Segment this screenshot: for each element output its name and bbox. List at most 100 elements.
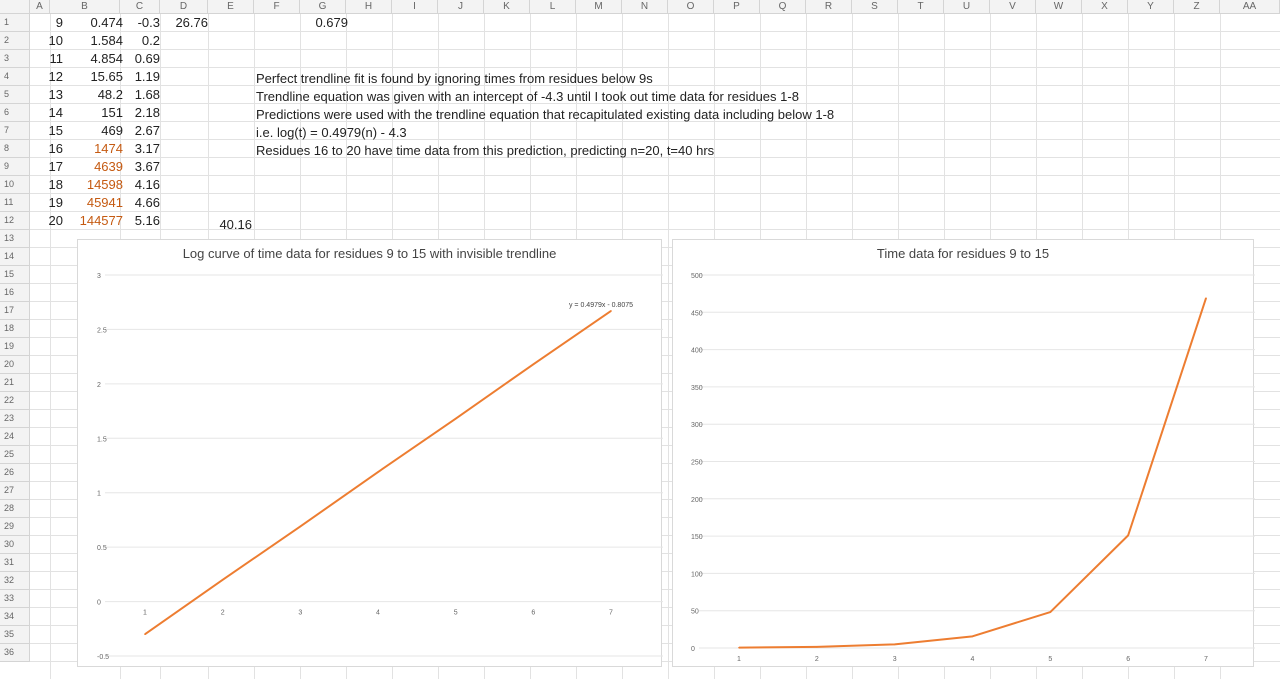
cell-B[interactable]: 469 [101,123,123,138]
cell-A[interactable]: 12 [48,69,63,84]
row-header[interactable]: 7 [0,122,30,140]
cell-C[interactable]: 3.67 [134,159,160,174]
column-header[interactable]: F [254,0,300,14]
note-line[interactable]: i.e. log(t) = 0.4979(n) - 4.3 [256,125,407,140]
column-header[interactable]: C [120,0,160,14]
note-line[interactable]: Predictions were used with the trendline… [256,107,835,122]
row-header[interactable]: 19 [0,338,30,356]
log-curve-chart[interactable]: Log curve of time data for residues 9 to… [77,239,663,667]
cell-A[interactable]: 19 [48,195,63,210]
column-header[interactable]: G [300,0,346,14]
row-header[interactable]: 35 [0,626,30,644]
time-data-chart[interactable]: Time data for residues 9 to 15 500 450 400… [672,239,1255,667]
column-header[interactable]: X [1082,0,1128,14]
cell-A[interactable]: 14 [48,105,63,120]
row-header[interactable]: 33 [0,590,30,608]
row-header[interactable]: 25 [0,446,30,464]
select-all-corner[interactable] [0,0,30,14]
cell-A[interactable]: 15 [48,123,63,138]
column-header[interactable]: K [484,0,530,14]
row-header[interactable]: 28 [0,500,30,518]
row-header[interactable]: 17 [0,302,30,320]
row-header[interactable]: 16 [0,284,30,302]
note-line[interactable]: Perfect trendline fit is found by ignori… [256,71,653,86]
row-header[interactable]: 10 [0,176,30,194]
row-header[interactable]: 4 [0,68,30,86]
column-header[interactable]: A [30,0,50,14]
cell-A[interactable]: 10 [48,33,63,48]
column-header[interactable]: B [50,0,120,14]
cell-C[interactable]: 0.69 [134,51,160,66]
row-header[interactable]: 15 [0,266,30,284]
row-header[interactable]: 32 [0,572,30,590]
row-header[interactable]: 13 [0,230,30,248]
cell-C[interactable]: 0.2 [141,33,160,48]
column-header[interactable]: U [944,0,990,14]
row-header[interactable]: 24 [0,428,30,446]
column-header[interactable]: L [530,0,576,14]
cell-C[interactable]: 2.18 [134,105,160,120]
row-header[interactable]: 12 [0,212,30,230]
row-header[interactable]: 29 [0,518,30,536]
row-header[interactable]: 22 [0,392,30,410]
row-header[interactable]: 21 [0,374,30,392]
cell-C[interactable]: 4.16 [134,177,160,192]
cell-C[interactable]: 3.17 [134,141,160,156]
column-header[interactable]: W [1036,0,1082,14]
row-header[interactable]: 36 [0,644,30,662]
cell-B[interactable]: 151 [101,105,123,120]
column-header[interactable]: M [576,0,622,14]
cell-A[interactable]: 20 [48,213,63,228]
cell-B[interactable]: 4639 [94,159,123,174]
cell-C[interactable]: 5.16 [134,213,160,228]
cell-B[interactable]: 14598 [86,177,123,192]
row-header[interactable]: 26 [0,464,30,482]
row-header[interactable]: 23 [0,410,30,428]
row-header[interactable]: 31 [0,554,30,572]
column-header[interactable]: AA [1220,0,1280,14]
row-header[interactable]: 3 [0,50,30,68]
cell-E12[interactable]: 40.16 [219,217,252,232]
column-header[interactable]: O [668,0,714,14]
cell-C[interactable]: -0.3 [137,15,160,30]
row-header[interactable]: 8 [0,140,30,158]
column-header[interactable]: Q [760,0,806,14]
row-header[interactable]: 30 [0,536,30,554]
row-header[interactable]: 1 [0,14,30,32]
cell-B[interactable]: 45941 [86,195,123,210]
row-header[interactable]: 18 [0,320,30,338]
cell-A[interactable]: 18 [48,177,63,192]
row-header[interactable]: 11 [0,194,30,212]
column-header[interactable]: S [852,0,898,14]
column-header[interactable]: Y [1128,0,1174,14]
cell-A[interactable]: 16 [48,141,63,156]
column-header[interactable]: T [898,0,944,14]
cell-A[interactable]: 13 [48,87,63,102]
cell-C[interactable]: 4.66 [134,195,160,210]
cell-E1[interactable]: 26.76 [175,15,208,30]
row-header[interactable]: 6 [0,104,30,122]
row-header[interactable]: 2 [0,32,30,50]
row-header[interactable]: 5 [0,86,30,104]
cell-C[interactable]: 1.68 [134,87,160,102]
cell-C[interactable]: 2.67 [134,123,160,138]
cell-C[interactable]: 1.19 [134,69,160,84]
note-line[interactable]: Residues 16 to 20 have time data from th… [256,143,715,158]
column-header[interactable]: Z [1174,0,1220,14]
cell-B[interactable]: 4.854 [90,51,123,66]
column-header[interactable]: H [346,0,392,14]
cell-B[interactable]: 1474 [94,141,123,156]
note-line[interactable]: Trendline equation was given with an int… [256,89,799,104]
row-header[interactable]: 34 [0,608,30,626]
cell-B[interactable]: 144577 [79,213,123,228]
cell-G1[interactable]: 0.679 [315,15,348,30]
cell-B[interactable]: 0.474 [90,15,123,30]
column-header[interactable]: J [438,0,484,14]
cell-A[interactable]: 17 [48,159,63,174]
column-header[interactable]: P [714,0,760,14]
cell-A[interactable]: 11 [49,51,64,66]
column-header[interactable]: D [160,0,208,14]
column-header[interactable]: V [990,0,1036,14]
row-header[interactable]: 14 [0,248,30,266]
